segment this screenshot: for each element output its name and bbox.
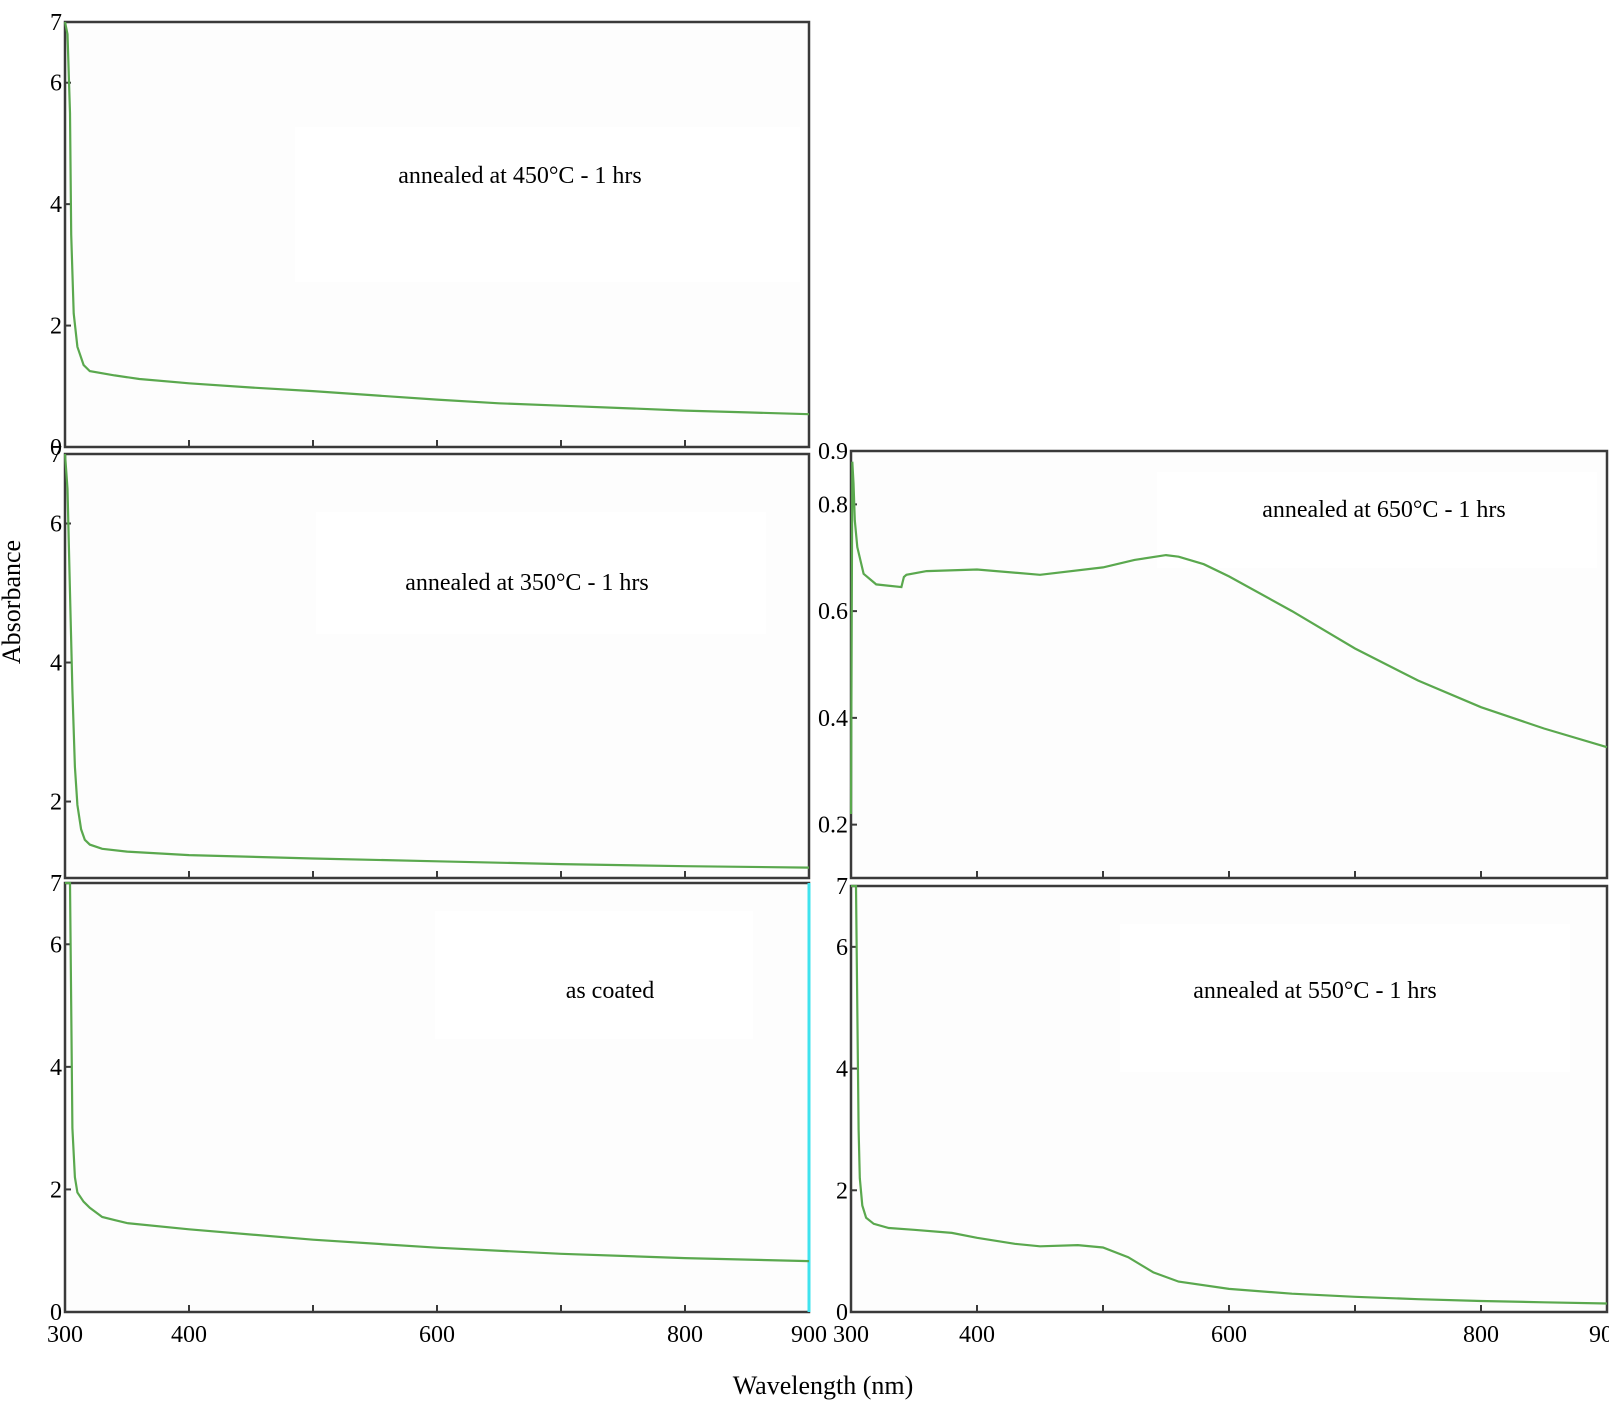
y-tick-label: 4 (50, 651, 62, 677)
panel-label: annealed at 550°C - 1 hrs (1193, 978, 1437, 1004)
panel-label: as coated (566, 978, 655, 1004)
label-background (295, 127, 800, 282)
y-tick-label: 7 (836, 874, 848, 900)
panel-p550: 0 2 4 6 7 300 400 600 800 900 annealed at 550°C - … (833, 874, 1609, 1348)
x-axis-title: Wavelength (nm) (733, 1371, 914, 1400)
x-tick-label: 900 (1589, 1322, 1609, 1348)
x-tick-label: 400 (959, 1322, 995, 1348)
panel-label: annealed at 350°C - 1 hrs (405, 570, 649, 596)
y-tick-label: 0 (50, 1300, 62, 1326)
y-tick-label: 7 (50, 871, 62, 897)
y-tick-label: 0.9 (818, 439, 848, 465)
y-tick-label: 4 (50, 1055, 62, 1081)
series-line (63, 21, 810, 416)
label-background (1120, 924, 1570, 1072)
y-tick-label: 6 (50, 932, 62, 958)
y-tick-label: 2 (50, 1177, 62, 1203)
label-background (1157, 472, 1597, 568)
series-line (65, 881, 810, 1263)
series-line (851, 884, 1608, 1305)
x-tick-label: 900 (791, 1322, 827, 1348)
label-background (316, 512, 766, 634)
y-tick-label: 6 (50, 512, 62, 538)
y-tick-label: 2 (50, 314, 62, 340)
y-axis-title: Absorbance (0, 540, 26, 664)
y-tick-label: 0.4 (818, 706, 848, 732)
x-tick-label: 600 (419, 1322, 455, 1348)
panel-p650: 0.2 0.4 0.6 0.8 0.9 annealed at 650°C - 1 hrs (818, 439, 1609, 880)
label-background (435, 911, 753, 1039)
x-tick-label: 800 (667, 1322, 703, 1348)
x-tick-label: 300 (47, 1322, 83, 1348)
x-tick-label: 600 (1211, 1322, 1247, 1348)
y-tick-label: 0.2 (818, 813, 848, 839)
panel-p450: 0 2 4 6 7 annealed at 450°C - 1 hrs (50, 10, 811, 461)
y-tick-label: 4 (836, 1057, 848, 1083)
y-tick-label: 2 (836, 1178, 848, 1204)
y-tick-label: 7 (50, 10, 62, 36)
y-tick-label: 6 (836, 935, 848, 961)
x-tick-label: 300 (833, 1322, 869, 1348)
panel-label: annealed at 650°C - 1 hrs (1262, 497, 1506, 523)
y-tick-label: 7 (50, 442, 62, 468)
y-tick-label: 2 (50, 790, 62, 816)
panel-p350: 2 4 6 7 annealed at 350°C - 1 hrs (50, 442, 811, 880)
panels: 0 2 4 6 7 annealed at 450°C - 1 hrs 2 4 6 7 anneal… (47, 10, 1609, 1348)
series-line (849, 461, 1608, 815)
panel-pAs: 0 2 4 6 7 300 400 600 800 900 as coated (47, 871, 827, 1348)
y-tick-label: 0.6 (818, 599, 848, 625)
y-tick-label: 0.8 (818, 492, 848, 518)
y-tick-label: 4 (50, 192, 62, 218)
y-tick-label: 6 (50, 71, 62, 97)
panel-label: annealed at 450°C - 1 hrs (398, 163, 642, 189)
y-tick-label: 0 (50, 435, 62, 461)
y-tick-label: 0 (836, 1300, 848, 1326)
x-tick-label: 800 (1463, 1322, 1499, 1348)
series-line (63, 453, 810, 869)
x-tick-label: 400 (171, 1322, 207, 1348)
